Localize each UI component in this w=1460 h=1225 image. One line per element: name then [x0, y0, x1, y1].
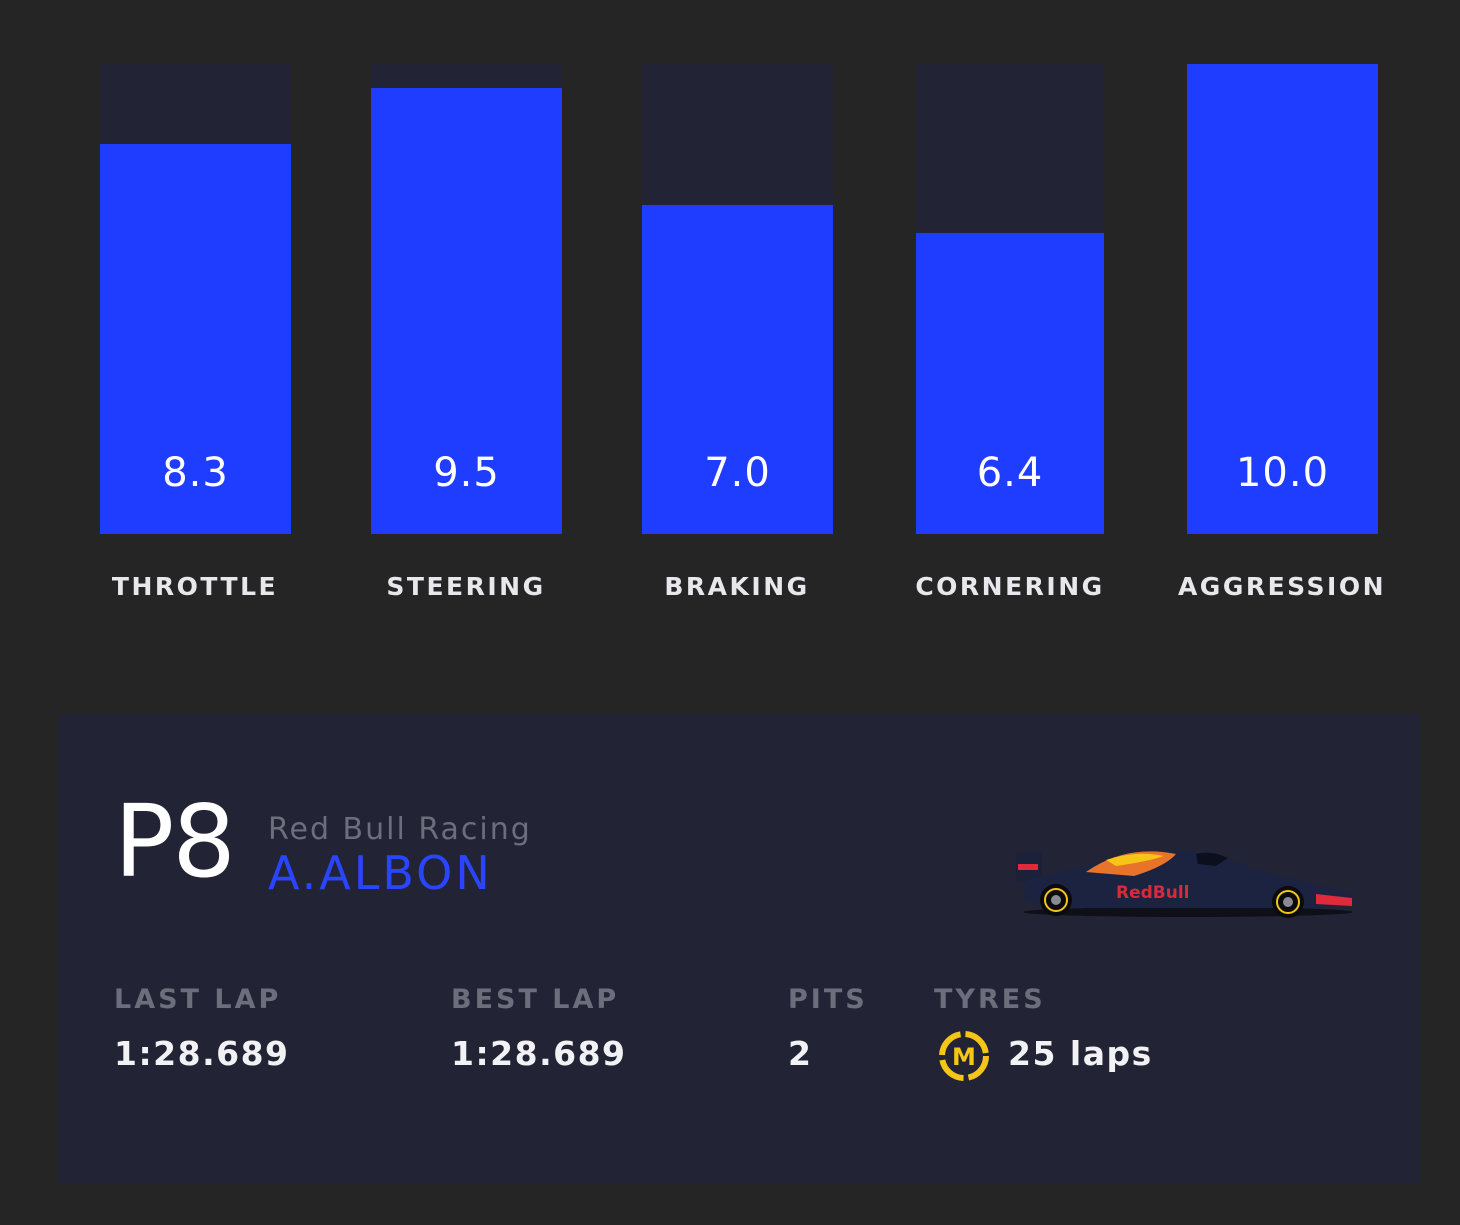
bar-fill-braking: 7.0	[642, 205, 833, 534]
best-lap-label: BEST LAP	[451, 984, 620, 1015]
medium-tyre-icon: M	[939, 1031, 989, 1081]
bar-fill-aggression: 10.0	[1187, 64, 1378, 534]
bar-value-braking: 7.0	[704, 450, 771, 496]
best-lap-value: 1:28.689	[451, 1034, 627, 1073]
pits-value: 2	[788, 1034, 813, 1073]
bar-steering: 9.5	[371, 64, 562, 534]
bar-label-braking: BRAKING	[664, 572, 810, 601]
tyres-value: 25 laps	[1008, 1034, 1153, 1073]
red-bull-car-icon: RedBull	[1016, 850, 1354, 918]
bar-braking: 7.0	[642, 64, 833, 534]
bar-value-steering: 9.5	[433, 450, 500, 496]
bar-cornering: 6.4	[916, 64, 1104, 534]
bar-value-cornering: 6.4	[976, 450, 1044, 496]
telemetry-bars: 8.3 THROTTLE 9.5 STEERING 7.0 BRAKING 6.…	[100, 64, 1387, 601]
bar-label-cornering: CORNERING	[915, 572, 1105, 601]
bar-throttle: 8.3	[100, 64, 291, 534]
svg-text:RedBull: RedBull	[1116, 883, 1190, 903]
bar-aggression: 10.0	[1187, 64, 1378, 534]
tyres-label: TYRES	[934, 984, 1046, 1015]
team-name: Red Bull Racing	[268, 812, 532, 847]
bar-label-throttle: THROTTLE	[111, 572, 279, 601]
bar-fill-throttle: 8.3	[100, 143, 291, 534]
last-lap-label: LAST LAP	[114, 984, 282, 1015]
bar-fill-cornering: 6.4	[916, 233, 1104, 534]
pits-label: PITS	[788, 984, 868, 1015]
bar-value-aggression: 10.0	[1235, 450, 1330, 496]
tyre-compound-letter: M	[952, 1043, 976, 1071]
bar-fill-steering: 9.5	[371, 87, 562, 534]
driver-card: P8 Red Bull Racing A.ALBON RedBull LAST …	[58, 714, 1420, 1184]
bar-label-steering: STEERING	[386, 572, 546, 601]
race-position: P8	[114, 783, 236, 900]
driver-name: A.ALBON	[268, 846, 493, 900]
bar-label-aggression: AGGRESSION	[1177, 572, 1387, 601]
bar-value-throttle: 8.3	[162, 450, 229, 496]
last-lap-value: 1:28.689	[114, 1034, 290, 1073]
